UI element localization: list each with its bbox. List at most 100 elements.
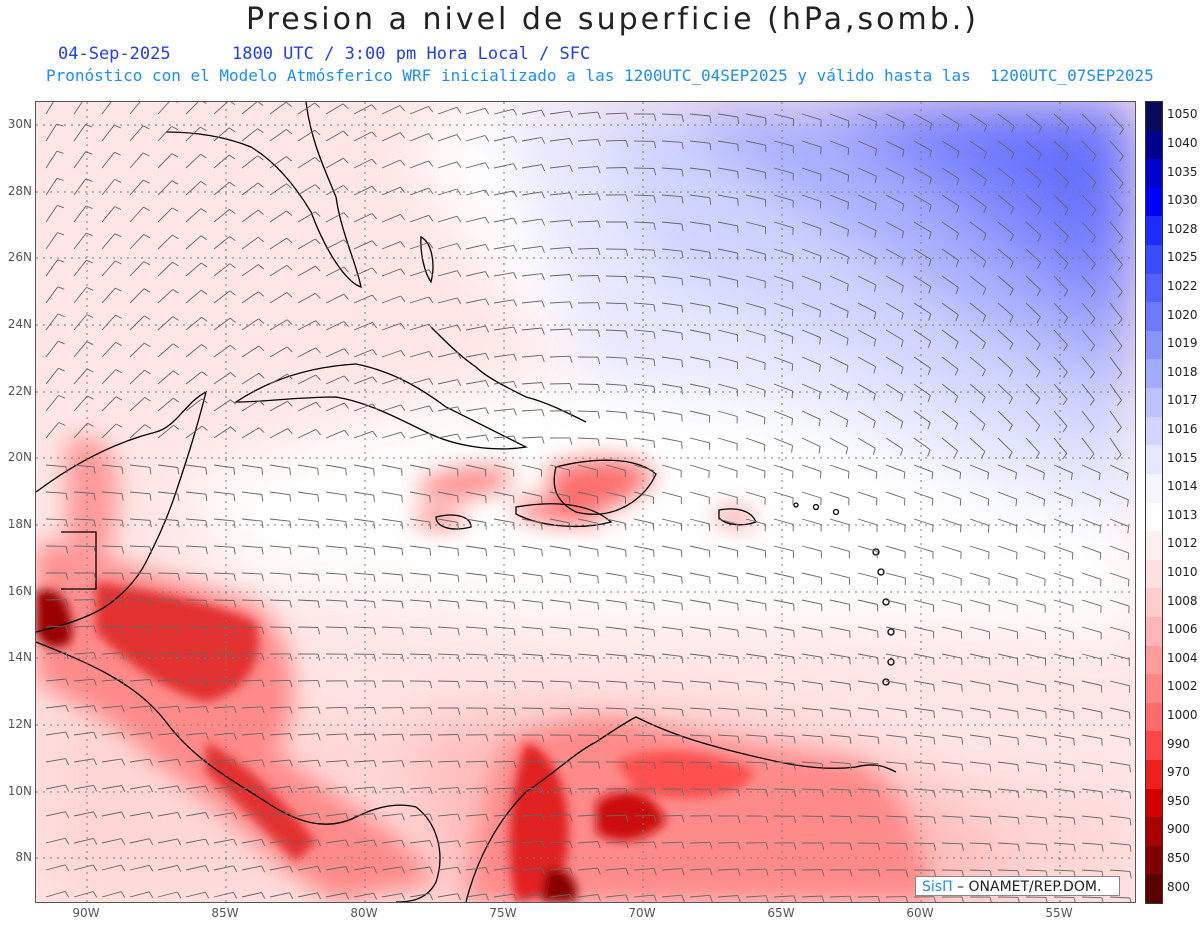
wind-barb-flag [1017,791,1020,799]
wind-barb [241,264,259,277]
wind-barb [45,678,66,682]
wind-barb [1109,329,1123,347]
wind-barb [549,867,570,871]
wind-barb-flag [961,790,964,798]
wind-barb-flag [205,626,209,634]
wind-barb-flag [1089,453,1095,460]
wind-barb-flag [901,258,904,266]
wind-barb [773,680,794,685]
wind-barb [353,733,375,736]
wind-barb [997,464,1017,474]
wind-barb-flag [793,630,795,638]
wind-barb [437,893,458,898]
wind-barb-flag [625,709,628,716]
wind-barb [129,315,145,331]
wind-barb [493,108,514,115]
wind-barb-flag [429,654,432,662]
wind-barb-flag [93,625,97,633]
wind-barb-flag [315,293,321,299]
wind-barb-flag [513,840,517,848]
colorbar-level-label: 1016 [1167,421,1198,436]
wind-barb-flag [315,374,321,381]
wind-barb [857,302,877,313]
wind-barb [269,346,288,358]
wind-barb [885,167,905,178]
wind-barb-flag [1118,237,1124,244]
wind-barb-flag [144,424,151,429]
wind-barb-flag [205,600,209,608]
wind-barb-flag [541,246,545,253]
wind-barb-flag [1010,207,1015,215]
wind-barb [1109,545,1129,554]
wind-barb [129,261,145,277]
wind-barb [241,372,260,385]
colorbar-segment [1146,731,1162,761]
wind-barb-flag [846,392,849,400]
wind-barb [45,652,66,655]
wind-barb [829,140,849,149]
brand-logo-text: SisΠ [922,879,953,895]
wind-barb [381,464,402,470]
wind-barb [213,599,235,601]
wind-barb [101,758,122,763]
wind-barb-flag [821,895,825,902]
wind-barb-flag [983,206,987,214]
colorbar-segment [1146,702,1162,732]
wind-barb [773,113,794,120]
wind-barb [465,760,487,763]
wind-barb [941,680,962,686]
wind-barb [45,259,58,277]
wind-barb [717,491,738,498]
wind-barb-flag [541,894,545,901]
wind-barb-flag [115,396,123,401]
wind-barb-flag [737,198,739,206]
wind-barb-flag [457,548,460,556]
colorbar-level-label: 1018 [1167,364,1198,379]
wind-barb-flag [205,891,210,899]
wind-barb [437,787,459,790]
wind-barb [353,786,374,790]
wind-barb-flag [569,655,572,663]
wind-barb [941,572,962,579]
wind-barb [661,275,682,279]
wind-barb-flag [709,868,713,876]
wind-barb [241,291,259,304]
wind-barb-flag [933,870,937,878]
wind-barb-flag [233,600,237,608]
wind-barb [353,131,373,142]
wind-barb [157,153,173,169]
wind-barb-flag [200,126,207,132]
wind-barb-flag [933,684,935,692]
wind-barb [409,214,429,223]
wind-barb-flag [177,812,182,819]
wind-barb-flag [143,179,150,184]
wind-barb-flag [230,102,236,105]
wind-barb-flag [401,601,404,609]
wind-barb-flag [1126,499,1129,507]
wind-barb-flag [401,574,404,582]
wind-barb [73,287,87,304]
wind-barb [745,491,766,499]
lat-label: 8N [15,850,32,864]
wind-barb-flag [485,189,490,197]
wind-barb [1081,464,1101,474]
wind-barb [997,734,1018,739]
wind-barb-flag [57,204,64,209]
wind-barb-flag [485,893,490,901]
wind-barb [157,370,174,385]
wind-barb-flag [86,368,94,373]
wind-barb-flag [846,284,849,292]
wind-barb-flag [371,158,377,165]
wind-barb-flag [485,325,490,333]
wind-barb [773,302,794,310]
wind-barb [437,734,459,736]
wind-barb [773,464,794,472]
colorbar-level-label: 1013 [1167,507,1198,522]
wind-barb [941,464,961,473]
wind-barb [101,705,122,709]
wind-barb-flag [289,733,293,741]
wind-barb [101,891,122,898]
wind-barb [1053,194,1069,210]
wind-barb [353,707,375,709]
wind-barb [185,316,202,331]
